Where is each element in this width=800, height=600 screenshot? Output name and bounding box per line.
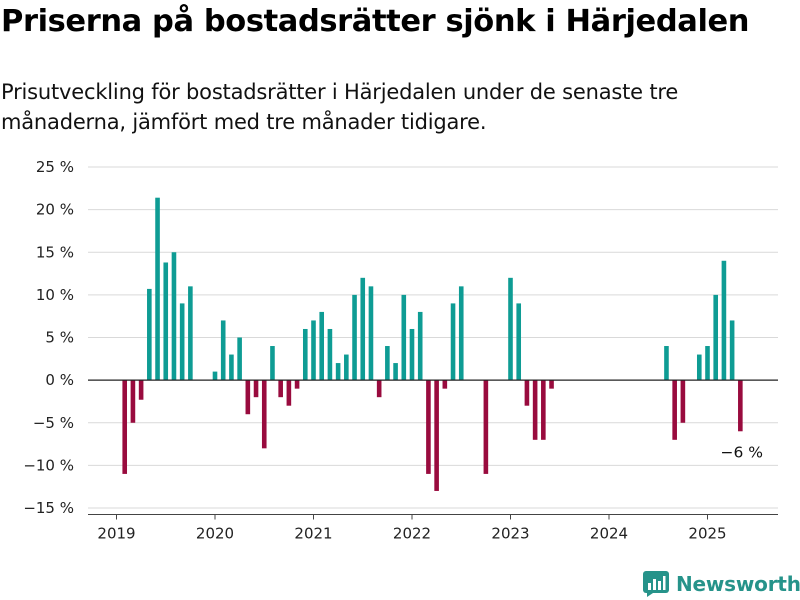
bar-positive <box>327 328 333 381</box>
bar-negative <box>672 380 677 440</box>
last-value-annotation: −6 % <box>720 443 763 461</box>
bar-negative <box>138 380 144 400</box>
bar-positive <box>319 311 325 381</box>
brand[interactable]: Newsworthy <box>643 568 800 600</box>
bar-negative <box>541 380 546 440</box>
bar-negative <box>549 380 554 389</box>
y-tick-label: 20 % <box>36 201 74 219</box>
bar-positive <box>163 262 169 381</box>
x-tick-label: 2019 <box>97 525 135 543</box>
bar-positive <box>179 303 185 381</box>
bar-positive <box>713 294 719 381</box>
chart-subtitle: Prisutveckling för bostadsrätter i Härje… <box>1 80 679 134</box>
bar-positive <box>344 354 349 381</box>
bar-negative <box>261 380 267 449</box>
bar-positive <box>508 277 513 381</box>
x-tick-label: 2022 <box>393 525 431 543</box>
grid-layer <box>88 166 778 509</box>
y-tick-label: 25 % <box>36 158 74 176</box>
x-tick-label: 2023 <box>491 525 529 543</box>
bar-positive <box>409 328 415 381</box>
bar-positive <box>212 371 218 381</box>
bar-positive <box>302 328 308 381</box>
bar-negative <box>738 380 743 432</box>
bar-positive <box>220 320 226 381</box>
bar-negative <box>122 380 128 474</box>
bar-negative <box>524 380 530 406</box>
bar-negative <box>376 380 382 398</box>
x-tick-label: 2021 <box>294 525 332 543</box>
bar-positive <box>171 252 177 381</box>
bar-positive <box>417 311 423 381</box>
bar-negative <box>245 380 251 415</box>
y-tick-label: 10 % <box>36 286 74 304</box>
bar-negative <box>294 380 300 389</box>
x-tick-label: 2020 <box>196 525 234 543</box>
bar-negative <box>426 380 431 474</box>
bar-positive <box>729 320 735 381</box>
bar-positive <box>401 294 407 381</box>
brand-name: Newsworthy <box>676 572 800 596</box>
bar-positive <box>368 286 374 381</box>
y-tick-label: −10 % <box>23 456 74 474</box>
chart-title: Priserna på bostadsrätter sjönk i Härjed… <box>1 4 750 39</box>
bar-negative <box>278 380 283 398</box>
bar-positive <box>229 354 234 381</box>
bar-positive <box>450 303 456 381</box>
axis-layer: 25 % 20 % 15 % 10 % 5 % 0 % −5 % −10 % −15 % 2019… <box>23 158 778 543</box>
bar-positive <box>696 354 702 381</box>
bar-negative <box>680 380 686 423</box>
bar-negative <box>253 380 259 398</box>
y-tick-label: 15 % <box>36 243 74 261</box>
bar-positive <box>188 286 193 381</box>
bar-positive <box>237 337 242 381</box>
bar-negative <box>286 380 292 406</box>
bar-positive <box>335 363 341 381</box>
bar-positive <box>311 320 316 381</box>
y-tick-label: −5 % <box>33 414 74 432</box>
bar-positive <box>458 286 464 381</box>
x-tick-label: 2024 <box>590 525 628 543</box>
bar-positive <box>664 346 669 381</box>
bar-positive <box>516 303 522 381</box>
bar-positive <box>393 363 398 381</box>
bar-positive <box>385 346 390 381</box>
bar-positive <box>270 346 275 381</box>
bar-negative <box>442 380 448 389</box>
bar-positive <box>705 346 710 381</box>
bar-positive <box>352 294 357 381</box>
bar-negative <box>130 380 136 423</box>
bar-negative <box>434 380 439 491</box>
bar-positive <box>360 277 366 381</box>
newsworthy-logo-icon <box>643 571 669 597</box>
y-tick-label: 0 % <box>45 371 74 389</box>
bar-positive <box>721 260 727 381</box>
bar-positive <box>155 197 160 381</box>
y-tick-label: −15 % <box>23 499 74 517</box>
bars-layer <box>122 197 743 491</box>
x-tick-label: 2025 <box>688 525 726 543</box>
bar-positive <box>147 288 152 381</box>
y-tick-label: 5 % <box>45 329 74 347</box>
bar-negative <box>532 380 538 440</box>
bar-negative <box>483 380 489 474</box>
